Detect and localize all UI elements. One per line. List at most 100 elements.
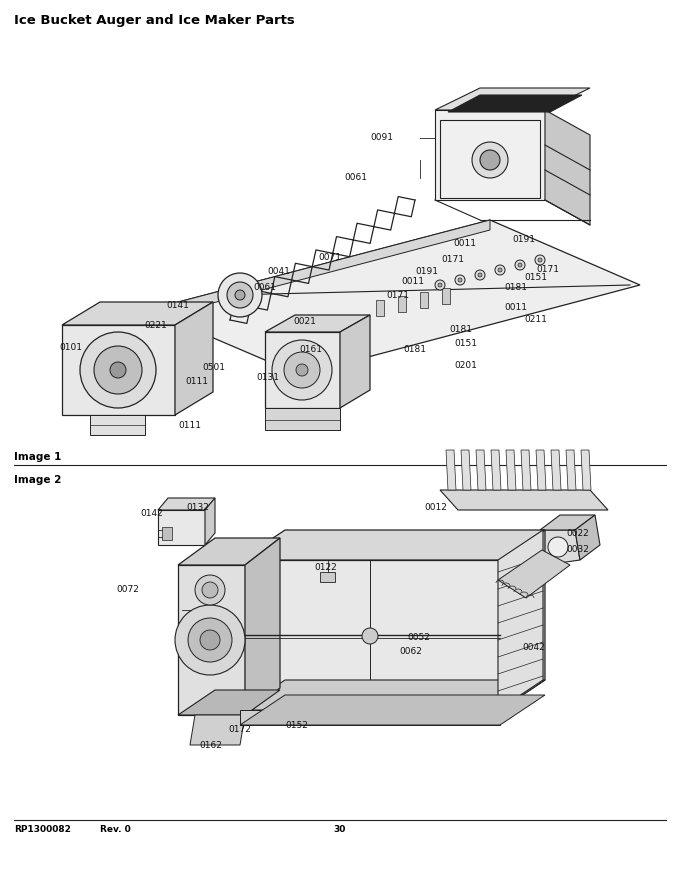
Text: Ice Bucket Auger and Ice Maker Parts: Ice Bucket Auger and Ice Maker Parts bbox=[14, 14, 294, 27]
Polygon shape bbox=[90, 415, 145, 435]
Polygon shape bbox=[240, 710, 500, 725]
Text: 0032: 0032 bbox=[566, 545, 590, 555]
Polygon shape bbox=[148, 220, 490, 320]
Polygon shape bbox=[190, 715, 245, 745]
Text: 0021: 0021 bbox=[294, 318, 316, 326]
Text: 0191: 0191 bbox=[415, 267, 439, 276]
Text: 0161: 0161 bbox=[299, 346, 322, 355]
Text: Image 1: Image 1 bbox=[14, 452, 61, 462]
Text: 0191: 0191 bbox=[513, 235, 536, 244]
Polygon shape bbox=[506, 450, 516, 490]
Text: 0111: 0111 bbox=[178, 421, 201, 430]
Circle shape bbox=[538, 258, 542, 262]
Text: 0101: 0101 bbox=[60, 343, 82, 353]
Text: 0142: 0142 bbox=[141, 510, 163, 519]
Text: 0151: 0151 bbox=[454, 340, 477, 348]
Polygon shape bbox=[491, 450, 501, 490]
Circle shape bbox=[518, 263, 522, 267]
Circle shape bbox=[296, 364, 308, 376]
Polygon shape bbox=[461, 450, 471, 490]
Text: Image 2: Image 2 bbox=[14, 475, 61, 485]
Polygon shape bbox=[175, 302, 213, 415]
Text: RP1300082: RP1300082 bbox=[14, 825, 71, 834]
Polygon shape bbox=[500, 530, 545, 710]
Circle shape bbox=[478, 273, 482, 277]
Polygon shape bbox=[435, 88, 590, 110]
Polygon shape bbox=[340, 315, 370, 408]
Polygon shape bbox=[376, 300, 384, 316]
Polygon shape bbox=[448, 95, 582, 112]
Polygon shape bbox=[240, 560, 500, 710]
Polygon shape bbox=[148, 220, 640, 375]
Text: 0011: 0011 bbox=[454, 238, 477, 248]
Circle shape bbox=[480, 150, 500, 170]
Text: Rev. 0: Rev. 0 bbox=[100, 825, 131, 834]
Polygon shape bbox=[178, 538, 280, 565]
Circle shape bbox=[235, 290, 245, 300]
Polygon shape bbox=[575, 515, 600, 560]
Circle shape bbox=[495, 265, 505, 275]
Polygon shape bbox=[498, 530, 543, 710]
Circle shape bbox=[515, 260, 525, 270]
Circle shape bbox=[202, 582, 218, 598]
Circle shape bbox=[272, 340, 332, 400]
Circle shape bbox=[455, 275, 465, 285]
Text: 0061: 0061 bbox=[345, 174, 367, 183]
Polygon shape bbox=[442, 288, 450, 304]
Text: 0122: 0122 bbox=[315, 564, 337, 572]
Text: 0171: 0171 bbox=[441, 255, 464, 264]
Text: 0061: 0061 bbox=[254, 283, 277, 293]
Text: 0041: 0041 bbox=[267, 267, 290, 276]
Circle shape bbox=[195, 575, 225, 605]
Polygon shape bbox=[245, 538, 280, 715]
Circle shape bbox=[435, 280, 445, 290]
Circle shape bbox=[94, 346, 142, 394]
Polygon shape bbox=[476, 450, 486, 490]
Circle shape bbox=[188, 618, 232, 662]
Polygon shape bbox=[536, 450, 546, 490]
Text: 0131: 0131 bbox=[256, 373, 279, 383]
Polygon shape bbox=[158, 510, 205, 545]
Text: 0172: 0172 bbox=[228, 726, 252, 735]
Text: 0022: 0022 bbox=[566, 528, 590, 537]
Polygon shape bbox=[265, 332, 340, 408]
Circle shape bbox=[438, 283, 442, 287]
Polygon shape bbox=[240, 680, 545, 710]
Polygon shape bbox=[265, 315, 370, 332]
Polygon shape bbox=[566, 450, 576, 490]
Text: 0011: 0011 bbox=[401, 278, 424, 287]
Text: 0171: 0171 bbox=[537, 265, 560, 274]
Text: 0062: 0062 bbox=[400, 647, 422, 656]
Circle shape bbox=[362, 628, 378, 644]
Text: 0171: 0171 bbox=[386, 290, 409, 300]
Circle shape bbox=[200, 630, 220, 650]
Circle shape bbox=[110, 362, 126, 378]
Text: 0211: 0211 bbox=[524, 316, 547, 325]
Text: 0141: 0141 bbox=[167, 301, 190, 310]
Text: 0042: 0042 bbox=[523, 642, 545, 652]
Polygon shape bbox=[158, 498, 215, 510]
Text: 0201: 0201 bbox=[454, 361, 477, 370]
Polygon shape bbox=[540, 515, 595, 530]
Polygon shape bbox=[551, 450, 561, 490]
Polygon shape bbox=[162, 527, 172, 540]
Text: 0012: 0012 bbox=[424, 504, 447, 512]
Text: 0132: 0132 bbox=[186, 503, 209, 512]
Text: 0152: 0152 bbox=[286, 721, 309, 730]
Polygon shape bbox=[178, 690, 280, 715]
Circle shape bbox=[227, 282, 253, 308]
Circle shape bbox=[458, 278, 462, 282]
Text: 0221: 0221 bbox=[145, 320, 167, 330]
Text: 0501: 0501 bbox=[203, 363, 226, 371]
Polygon shape bbox=[178, 565, 245, 715]
Polygon shape bbox=[498, 550, 570, 598]
Circle shape bbox=[472, 142, 508, 178]
Text: 0011: 0011 bbox=[505, 303, 528, 312]
Polygon shape bbox=[205, 498, 215, 545]
Circle shape bbox=[284, 352, 320, 388]
Text: 0181: 0181 bbox=[449, 325, 473, 334]
Text: 0091: 0091 bbox=[371, 133, 394, 143]
Polygon shape bbox=[240, 530, 545, 560]
Polygon shape bbox=[440, 490, 608, 510]
Polygon shape bbox=[265, 408, 340, 430]
